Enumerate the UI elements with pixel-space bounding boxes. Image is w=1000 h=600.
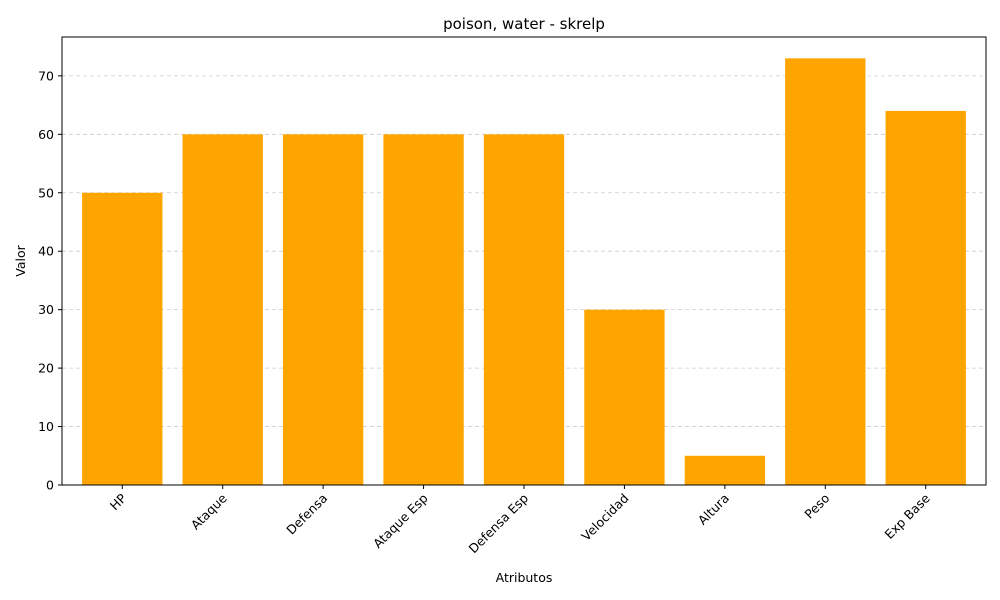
y-tick-label: 10 xyxy=(38,419,54,434)
y-tick-label: 0 xyxy=(46,478,54,493)
x-tick-label: HP xyxy=(107,490,130,513)
y-tick-label: 60 xyxy=(38,127,54,142)
bar-hp xyxy=(82,192,163,485)
x-tick-label: Ataque Esp xyxy=(370,490,431,551)
y-axis-label: Valor xyxy=(13,244,28,276)
chart-title: poison, water - skrelp xyxy=(443,15,605,33)
bar-defensa xyxy=(282,134,364,485)
x-axis: HP Ataque Defensa Ataque Esp Defensa Esp Velo… xyxy=(107,485,933,556)
y-tick-label: 40 xyxy=(38,244,54,259)
y-tick-label: 70 xyxy=(38,68,54,83)
x-tick-label: Exp Base xyxy=(881,490,933,542)
x-tick-label: Peso xyxy=(801,491,832,522)
x-tick-label: Defensa xyxy=(283,491,330,538)
bar-altura xyxy=(684,455,766,485)
x-tick-label: Velocidad xyxy=(578,491,631,544)
y-tick-label: 50 xyxy=(38,185,54,200)
bar-ataque xyxy=(182,134,263,485)
bar-peso xyxy=(785,58,866,485)
bar-ataque-esp xyxy=(383,134,464,485)
y-tick-label: 30 xyxy=(38,302,54,317)
bars xyxy=(82,58,966,486)
bar-defensa-esp xyxy=(483,134,565,485)
x-tick-label: Ataque xyxy=(188,490,230,532)
x-tick-label: Altura xyxy=(695,491,732,528)
y-axis: 0 10 20 30 40 50 60 70 xyxy=(38,68,62,493)
bar-velocidad xyxy=(584,309,665,485)
bar-exp-base xyxy=(885,110,966,486)
y-tick-label: 20 xyxy=(38,361,54,376)
x-tick-label: Defensa Esp xyxy=(465,490,531,556)
x-axis-label: Atributos xyxy=(496,570,553,585)
